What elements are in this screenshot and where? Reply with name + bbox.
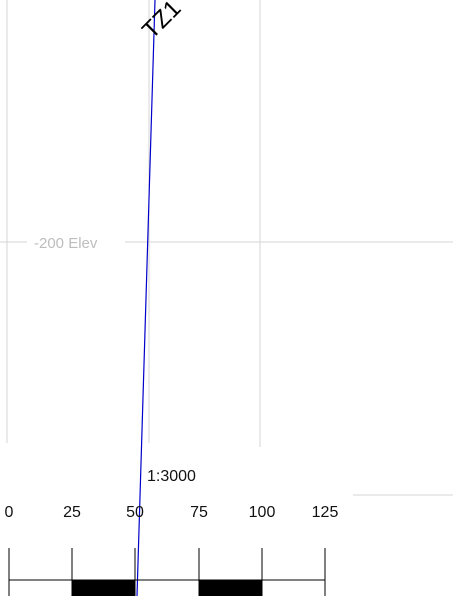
scale-ratio: 1:3000 <box>147 468 196 485</box>
well-path[interactable] <box>136 0 156 596</box>
scale-tick-label: 25 <box>63 504 81 521</box>
scale-tick-label: 125 <box>312 504 339 521</box>
scale-tick-label: 50 <box>126 504 144 521</box>
well-label: TZ1 <box>137 0 186 44</box>
scale-tick-label: 0 <box>5 504 14 521</box>
scale-tick-labels: 0 25 50 75 100 125 <box>5 504 339 521</box>
scale-tick-label: 75 <box>190 504 208 521</box>
scale-bar-segment-filled <box>199 580 262 596</box>
elevation-label: -200 Elev <box>34 235 98 252</box>
scale-bar <box>8 548 326 596</box>
scale-bar-segment-filled <box>72 580 135 596</box>
scale-tick-label: 100 <box>249 504 276 521</box>
